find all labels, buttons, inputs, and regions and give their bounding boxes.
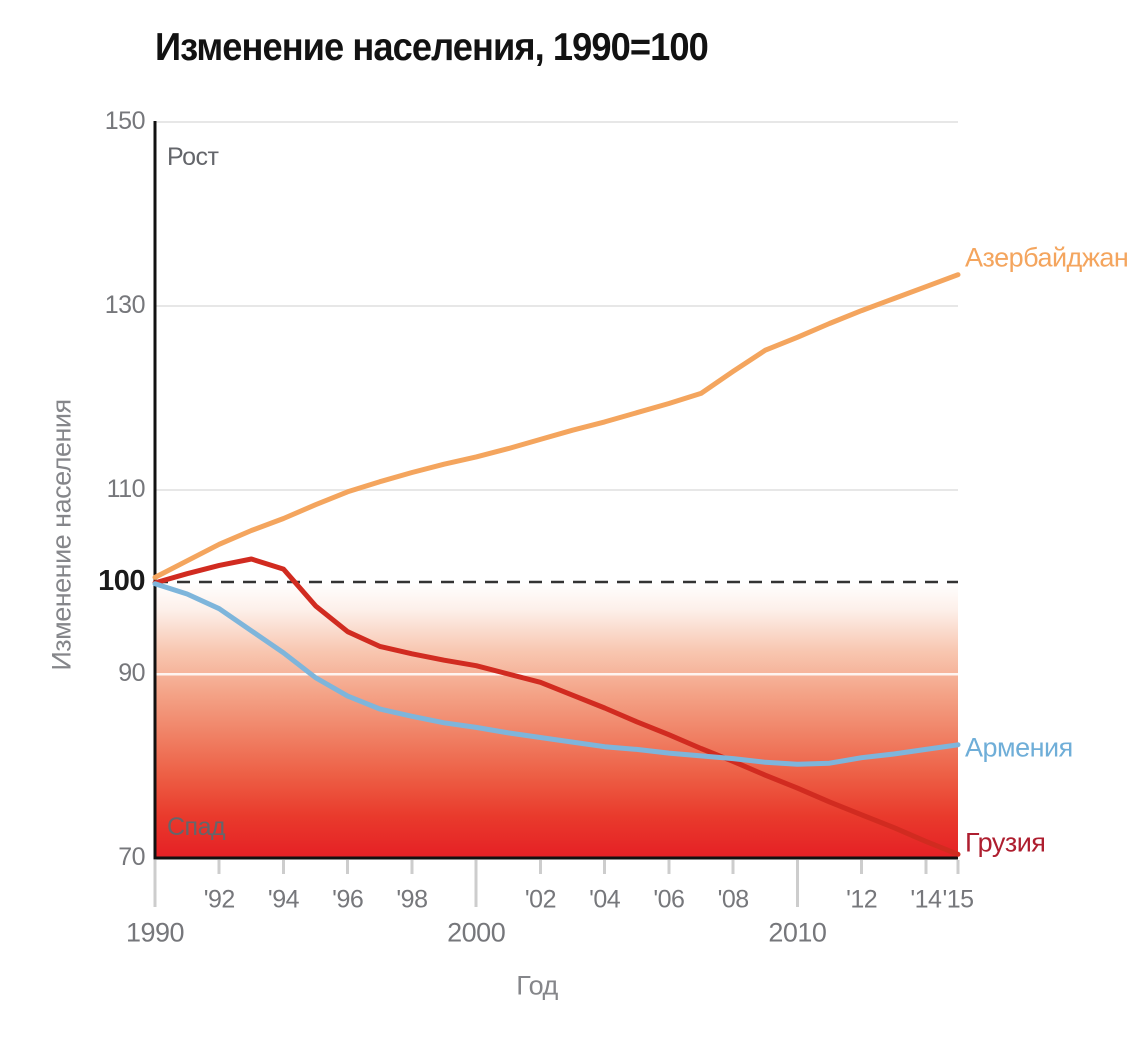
annotation-growth: Рост bbox=[167, 143, 219, 171]
x-tick-label-2015: '15 bbox=[942, 885, 974, 914]
x-tick-label-2008: '08 bbox=[717, 885, 750, 914]
x-tick-label-1992: '92 bbox=[203, 885, 236, 914]
y-tick-label-100: 100 bbox=[98, 564, 145, 597]
series-line-azerbaijan bbox=[152, 272, 961, 580]
x-tick-label-2014: '14 bbox=[910, 885, 942, 914]
x-tick-label-2006: '06 bbox=[653, 885, 685, 914]
x-tick-label-1996: '96 bbox=[332, 885, 364, 914]
series-label-armenia: Армения bbox=[965, 732, 1073, 763]
y-axis-title: Изменение населения bbox=[46, 399, 77, 671]
x-tick-label-2002: '02 bbox=[524, 885, 557, 914]
chart-title: Изменение населения, 1990=100 bbox=[155, 26, 709, 69]
series-line-georgia bbox=[152, 556, 961, 857]
y-tick-label-70: 70 bbox=[118, 842, 145, 871]
series-line-armenia bbox=[152, 581, 961, 767]
annotation-decline: Спад bbox=[167, 813, 226, 841]
y-tick-label-150: 150 bbox=[104, 106, 146, 135]
x-axis-title: Год bbox=[516, 970, 558, 1001]
series-label-georgia: Грузия bbox=[965, 827, 1046, 858]
y-tick-label-110: 110 bbox=[106, 474, 146, 503]
x-tick-label-2000: 2000 bbox=[447, 917, 506, 948]
x-tick-label-1994: '94 bbox=[267, 885, 300, 914]
series-label-azerbaijan: Азербайджан bbox=[965, 242, 1129, 273]
x-tick-label-2010: 2010 bbox=[768, 917, 827, 948]
decline-region bbox=[155, 582, 958, 858]
x-tick-label-1990: 1990 bbox=[125, 917, 185, 948]
x-tick-label-2004: '04 bbox=[589, 885, 621, 914]
y-tick-label-130: 130 bbox=[104, 290, 146, 319]
y-tick-label-90: 90 bbox=[118, 658, 145, 687]
x-tick-label-1998: '98 bbox=[396, 885, 428, 914]
x-tick-label-2012: '12 bbox=[846, 885, 878, 914]
